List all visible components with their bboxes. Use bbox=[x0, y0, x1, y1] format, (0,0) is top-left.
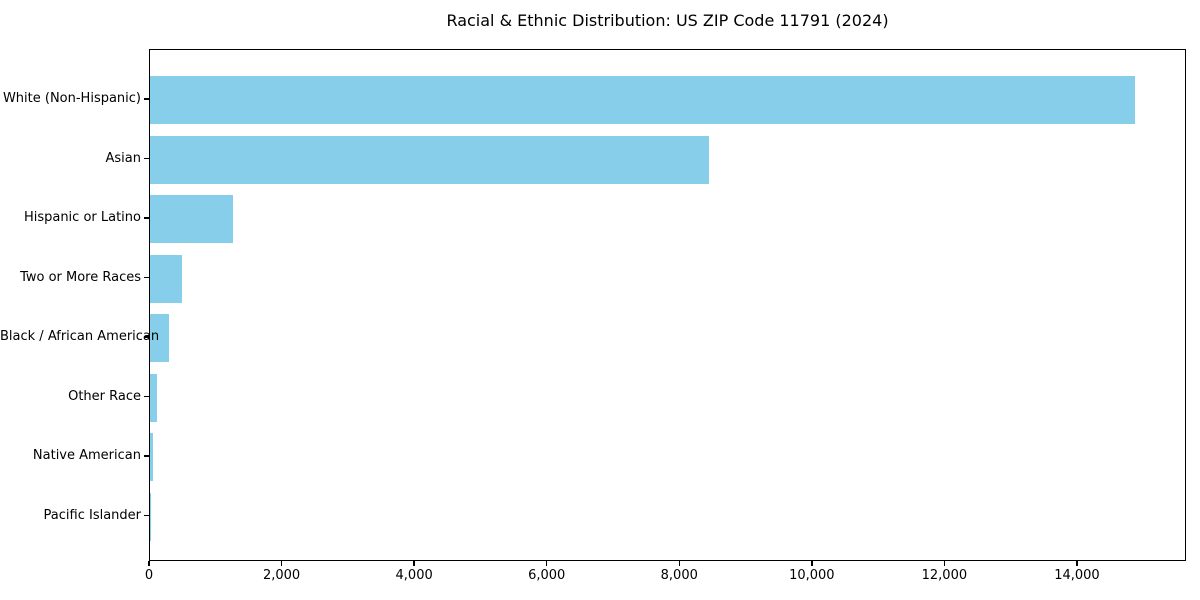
bar bbox=[150, 373, 158, 422]
x-tick-label: 8,000 bbox=[660, 568, 698, 583]
x-tick-mark bbox=[811, 561, 813, 566]
x-tick-label: 12,000 bbox=[921, 568, 968, 583]
y-tick-label: Two or More Races bbox=[20, 269, 141, 285]
y-tick-mark bbox=[144, 98, 149, 100]
x-tick-mark bbox=[148, 561, 150, 566]
plot-area bbox=[149, 49, 1186, 561]
y-tick-label: Black / African American bbox=[0, 329, 160, 344]
bar bbox=[150, 135, 709, 184]
x-tick-mark bbox=[678, 561, 680, 566]
x-tick-mark bbox=[1076, 561, 1078, 566]
y-tick-label: Other Race bbox=[68, 388, 141, 404]
x-tick-label: 10,000 bbox=[789, 568, 835, 583]
chart-title: Racial & Ethnic Distribution: US ZIP Cod… bbox=[446, 11, 889, 30]
x-tick-label: 6,000 bbox=[528, 568, 566, 583]
bar bbox=[150, 254, 182, 303]
x-tick-mark bbox=[280, 561, 283, 566]
x-tick-mark bbox=[413, 561, 415, 566]
x-tick-label: 0 bbox=[144, 568, 154, 583]
x-tick-label: 2,000 bbox=[262, 568, 301, 583]
x-tick-mark bbox=[943, 561, 946, 566]
y-tick-label: White (Non-Hispanic) bbox=[2, 91, 141, 106]
y-tick-label: Hispanic or Latino bbox=[23, 210, 141, 225]
y-tick-mark bbox=[144, 157, 149, 160]
bar bbox=[150, 314, 170, 362]
y-tick-mark bbox=[144, 395, 149, 398]
x-tick-label: 4,000 bbox=[395, 568, 433, 583]
y-tick-mark bbox=[144, 336, 149, 338]
bar bbox=[150, 76, 1135, 124]
y-tick-label: Native American bbox=[32, 448, 141, 463]
y-tick-label: Pacific Islander bbox=[43, 507, 141, 523]
y-tick-mark bbox=[144, 455, 149, 457]
y-tick-mark bbox=[144, 276, 149, 279]
bar bbox=[150, 195, 233, 243]
y-tick-label: Asian bbox=[105, 150, 141, 166]
y-tick-mark bbox=[144, 217, 149, 219]
x-tick-mark bbox=[545, 561, 548, 566]
x-tick-label: 14,000 bbox=[1054, 568, 1100, 583]
bar bbox=[150, 433, 154, 481]
y-tick-mark bbox=[144, 514, 149, 517]
